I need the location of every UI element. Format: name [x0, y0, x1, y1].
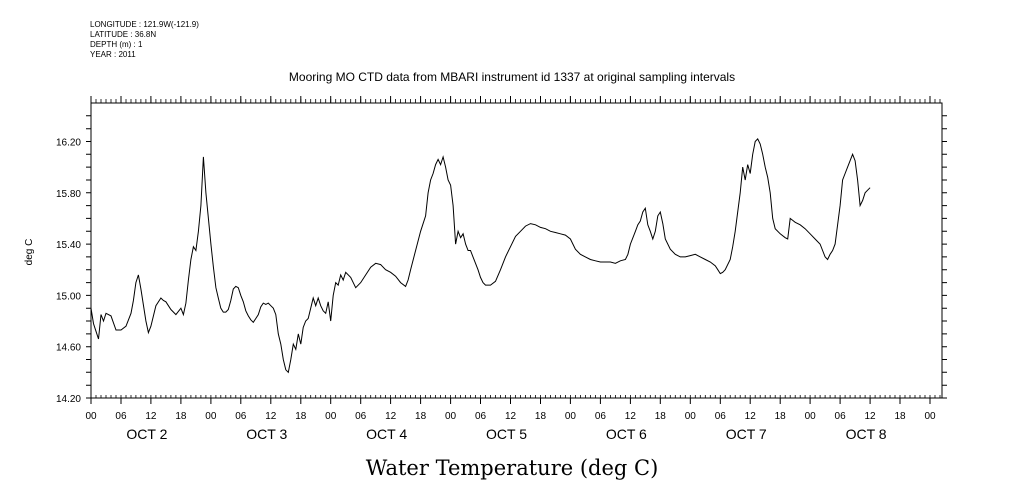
day-label: OCT 3 — [246, 426, 287, 442]
x-tick-label: 18 — [415, 411, 427, 422]
x-tick-label: 06 — [115, 411, 127, 422]
station-metadata: LONGITUDE : 121.9W(-121.9) LATITUDE : 36… — [90, 20, 199, 60]
y-tick-label: 15.80 — [56, 189, 81, 200]
x-tick-label: 18 — [894, 411, 906, 422]
plot-area: 14.20 14.60 15.00 15.40 15.80 16.20 00 06 12 18 00… — [56, 96, 947, 442]
minor-ticks — [90, 99, 941, 398]
x-tick-label: 06 — [595, 411, 607, 422]
y-axis-label: deg C — [24, 239, 35, 266]
x-tick-label: 06 — [355, 411, 367, 422]
day-label: OCT 6 — [606, 426, 647, 442]
x-tick-label: 00 — [325, 411, 337, 422]
x-tick-label: 12 — [745, 411, 757, 422]
x-tick-label: 18 — [655, 411, 667, 422]
plot-frame — [90, 102, 943, 399]
series-line — [90, 138, 871, 374]
x-tick-label: 06 — [475, 411, 487, 422]
x-tick-label: 12 — [625, 411, 637, 422]
x-tick-label: 00 — [85, 411, 97, 422]
latitude-text: LATITUDE : 36.8N — [90, 30, 157, 39]
y-tick-label: 15.40 — [56, 240, 81, 251]
depth-text: DEPTH (m) : 1 — [90, 40, 143, 49]
x-tick-label: 12 — [865, 411, 877, 422]
bottom-label: Water Temperature (deg C) — [366, 456, 659, 480]
x-tick-label: 18 — [775, 411, 787, 422]
x-tick-label: 18 — [295, 411, 307, 422]
x-tick-label: 12 — [385, 411, 397, 422]
x-tick-label: 18 — [535, 411, 547, 422]
x-tick-label: 00 — [565, 411, 577, 422]
day-label: OCT 8 — [846, 426, 887, 442]
x-tick-label: 00 — [445, 411, 457, 422]
x-tick-label: 18 — [175, 411, 187, 422]
x-tick-label: 12 — [145, 411, 157, 422]
y-tick-label: 16.20 — [56, 137, 81, 148]
x-tick-label: 12 — [265, 411, 277, 422]
day-label: OCT 7 — [726, 426, 767, 442]
y-ticks — [86, 115, 947, 399]
x-tick-label: 00 — [924, 411, 936, 422]
x-tick-label: 00 — [805, 411, 817, 422]
x-tick-label: 12 — [505, 411, 517, 422]
day-label: OCT 4 — [366, 426, 407, 442]
longitude-text: LONGITUDE : 121.9W(-121.9) — [90, 20, 199, 29]
day-label: OCT 2 — [126, 426, 167, 442]
chart-title: Mooring MO CTD data from MBARI instrumen… — [289, 70, 735, 84]
major-ticks — [90, 96, 931, 404]
x-tick-label: 06 — [835, 411, 847, 422]
x-tick-label: 06 — [715, 411, 727, 422]
y-tick-label: 14.60 — [56, 343, 81, 354]
x-tick-label: 00 — [685, 411, 697, 422]
x-tick-label: 00 — [205, 411, 217, 422]
y-tick-label: 15.00 — [56, 291, 81, 302]
x-tick-label: 06 — [235, 411, 247, 422]
day-label: OCT 5 — [486, 426, 527, 442]
year-text: YEAR : 2011 — [90, 50, 136, 59]
y-tick-label: 14.20 — [56, 394, 81, 405]
